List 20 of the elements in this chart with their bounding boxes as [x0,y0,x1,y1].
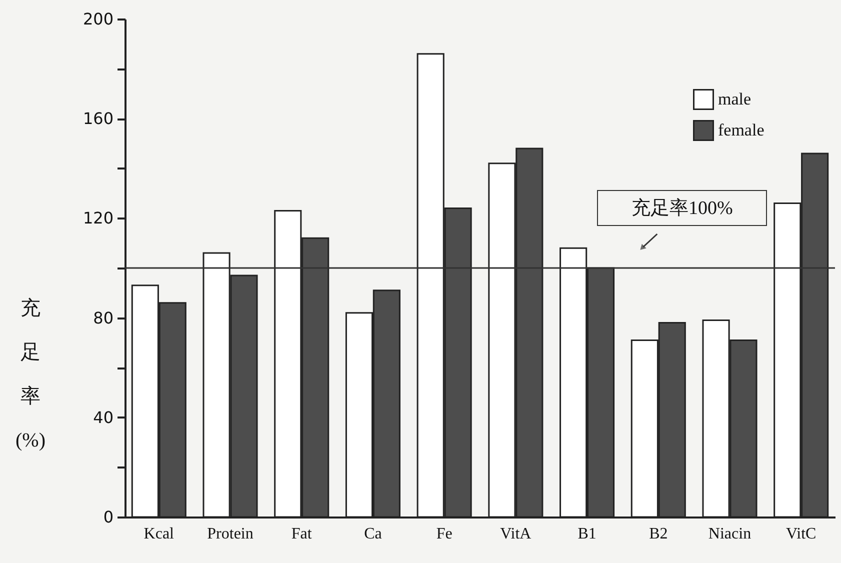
x-tick-label: VitC [786,526,816,542]
y-tick-label: 80 [93,308,114,328]
legend-label: male [718,90,752,108]
x-tick-label: B2 [649,526,668,542]
x-tick-label: Fat [291,526,312,542]
legend-label: female [718,120,764,140]
x-tick-label: Ca [364,526,382,542]
x-tick-label: VitA [500,526,532,542]
x-tick-label: Protein [207,526,254,542]
ref-line-label: 充足率100% [631,197,733,219]
x-tick-label: Niacin [708,526,752,542]
x-tick-label: Fe [436,526,452,542]
y-tick-label: 160 [82,109,114,128]
x-tick-label: Kcal [144,526,175,542]
y-tick-label: 200 [82,10,114,28]
y-tick-label: 120 [82,208,114,228]
y-axis-title: 充足率(%) [16,297,46,452]
x-tick-label: B1 [578,526,596,542]
y-tick-label: 0 [103,508,114,526]
y-tick-label: 40 [93,408,114,427]
